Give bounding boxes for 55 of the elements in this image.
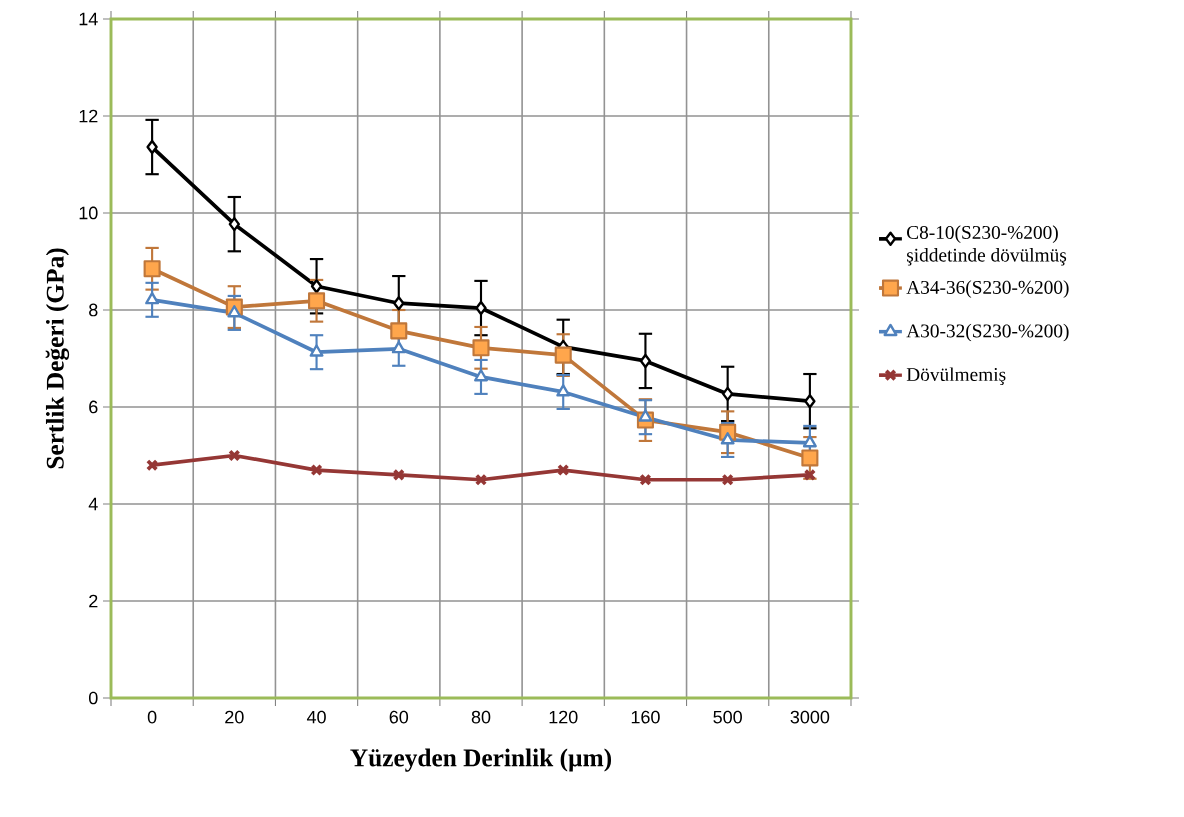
x-tick-label: 3000 xyxy=(790,710,830,724)
x-tick-label: 20 xyxy=(225,710,244,724)
x-tick-label: 40 xyxy=(306,710,326,724)
point xyxy=(308,292,326,310)
y-axis-title: Sertlik Değeri (GPa) xyxy=(45,248,70,469)
point xyxy=(638,409,653,422)
point xyxy=(228,216,241,232)
point xyxy=(557,463,570,477)
point xyxy=(721,386,734,402)
legend-label: C8-10(S230-%200) şiddetinde dövülmüş xyxy=(907,225,1067,266)
y-tick-label: 10 xyxy=(79,206,98,220)
y-tick-label: 14 xyxy=(79,12,98,26)
point xyxy=(143,260,161,278)
y-tick-label: 2 xyxy=(89,594,98,608)
point xyxy=(146,459,159,472)
legend-label: Dövülmemiş xyxy=(906,367,1006,385)
x-tick-label: 160 xyxy=(631,710,660,724)
legend-label: A30-32(S230-%200) xyxy=(906,323,1069,342)
point xyxy=(639,353,652,369)
point xyxy=(804,393,816,409)
point xyxy=(554,346,572,364)
y-tick-label: 0 xyxy=(88,691,98,705)
point xyxy=(310,463,323,477)
y-tick-label: 8 xyxy=(89,303,98,317)
point xyxy=(393,296,405,311)
point xyxy=(146,139,158,155)
point xyxy=(802,435,817,448)
point xyxy=(720,432,735,445)
point xyxy=(391,340,406,354)
x-axis-title: Yüzeyden Derinlik (µm) xyxy=(350,748,612,772)
point xyxy=(227,305,242,318)
y-tick-label: 4 xyxy=(88,497,98,511)
legend-label: A34-36(S230-%200) xyxy=(906,280,1069,298)
point xyxy=(475,300,487,316)
point xyxy=(721,473,734,486)
point xyxy=(474,473,488,486)
x-tick-label: 500 xyxy=(713,710,742,724)
y-tick-label: 12 xyxy=(79,109,98,123)
x-tick-label: 0 xyxy=(147,710,157,724)
point xyxy=(228,449,241,462)
point xyxy=(310,279,323,294)
point xyxy=(309,344,324,357)
y-tick-label: 6 xyxy=(89,400,98,414)
point xyxy=(639,473,652,486)
x-tick-label: 120 xyxy=(549,710,578,724)
point xyxy=(145,291,160,305)
point xyxy=(390,322,408,340)
x-tick-label: 80 xyxy=(471,710,491,724)
point xyxy=(474,369,488,382)
point xyxy=(803,468,816,482)
point xyxy=(472,339,490,357)
point xyxy=(556,384,571,397)
point xyxy=(801,449,819,467)
x-tick-label: 60 xyxy=(389,710,409,724)
point xyxy=(392,468,405,482)
